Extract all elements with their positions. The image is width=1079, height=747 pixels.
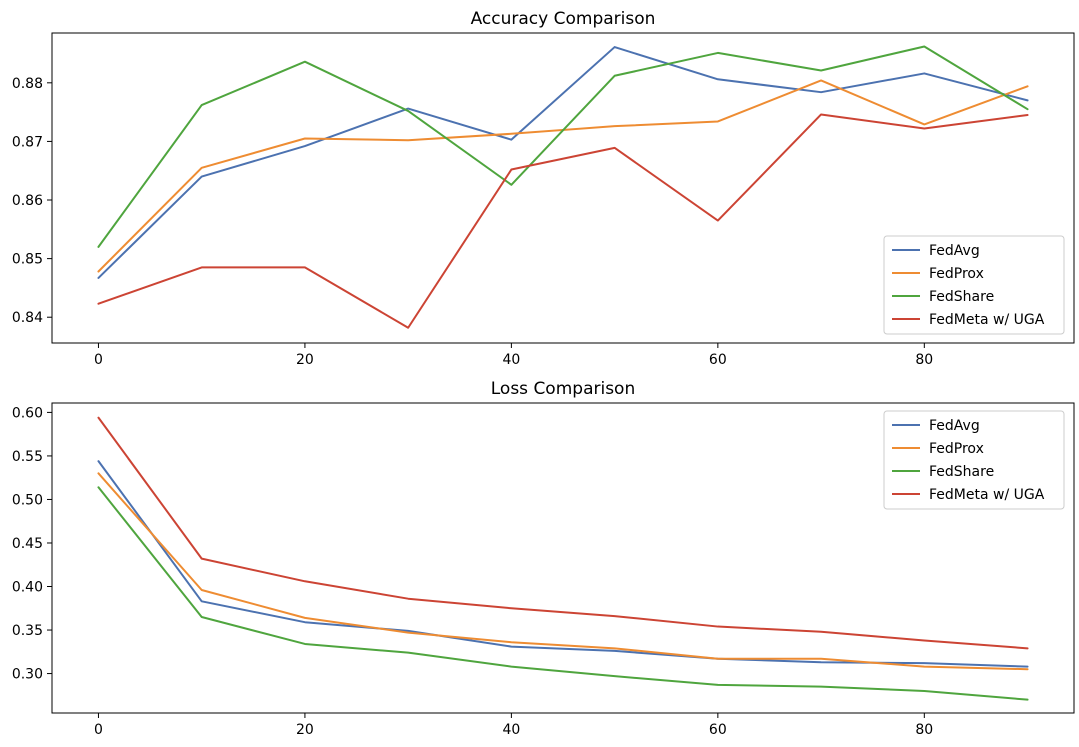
series-line-fedmeta-w-uga — [97, 416, 1029, 650]
legend-label: FedMeta w/ UGA — [929, 312, 1045, 328]
x-tick-label: 60 — [709, 352, 727, 368]
chart-title: Accuracy Comparison — [471, 9, 656, 29]
legend-label: FedAvg — [929, 418, 980, 434]
legend: FedAvg FedProx FedShare FedMeta w/ UGA — [883, 235, 1065, 335]
y-tick-label: 0.86 — [12, 193, 43, 209]
x-tick-label: 60 — [709, 722, 727, 738]
legend-box — [883, 410, 1065, 510]
x-tick-label: 40 — [502, 722, 520, 738]
axes-frame — [51, 402, 1075, 714]
x-tick-label: 80 — [915, 352, 933, 368]
y-tick-label: 0.84 — [12, 310, 43, 326]
x-tick-label: 0 — [94, 352, 103, 368]
x-tick-label: 0 — [94, 722, 103, 738]
y-tick-label: 0.88 — [12, 76, 43, 92]
y-tick-label: 0.50 — [12, 492, 43, 508]
x-tick-label: 80 — [915, 722, 933, 738]
series-line-fedavg — [97, 46, 1029, 279]
chart-title: Loss Comparison — [491, 379, 635, 399]
series-line-fedshare — [97, 486, 1029, 701]
legend-label: FedProx — [929, 441, 984, 457]
legend-label: FedShare — [929, 464, 994, 480]
y-tick-label: 0.45 — [12, 536, 43, 552]
series-line-fedshare — [97, 45, 1029, 248]
accuracy-chart: Accuracy Comparison 0.84 0.85 0.86 0.87 0.88 0… — [12, 9, 1075, 368]
legend-box — [883, 235, 1065, 335]
legend-label: FedMeta w/ UGA — [929, 487, 1045, 503]
y-tick-label: 0.30 — [12, 667, 43, 683]
legend-label: FedAvg — [929, 243, 980, 259]
legend-label: FedShare — [929, 289, 994, 305]
y-tick-label: 0.35 — [12, 623, 43, 639]
loss-chart: Loss Comparison 0.30 0.35 0.40 0.45 0.50 0.55 0… — [12, 379, 1075, 738]
y-tick-label: 0.87 — [12, 134, 43, 150]
y-tick-label: 0.85 — [12, 252, 43, 268]
x-tick-label: 20 — [296, 722, 314, 738]
y-tick-label: 0.60 — [12, 405, 43, 421]
legend: FedAvg FedProx FedShare FedMeta w/ UGA — [883, 410, 1065, 510]
x-tick-label: 40 — [502, 352, 520, 368]
series-line-fedprox — [97, 472, 1029, 671]
series-line-fedmeta-w-uga — [97, 113, 1029, 329]
x-tick-label: 20 — [296, 352, 314, 368]
axes-frame — [51, 32, 1075, 344]
legend-label: FedProx — [929, 266, 984, 282]
y-tick-label: 0.55 — [12, 449, 43, 465]
y-tick-label: 0.40 — [12, 580, 43, 596]
